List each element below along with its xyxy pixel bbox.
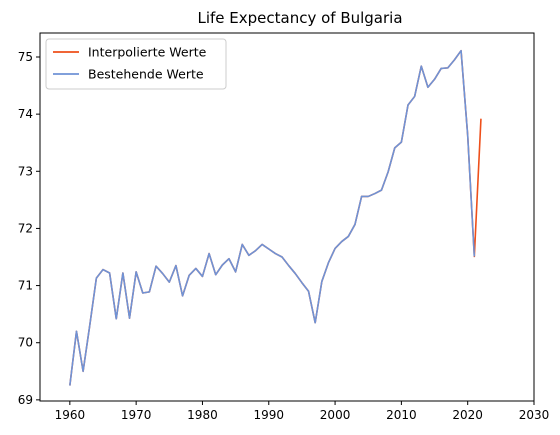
legend-label-1: Interpolierte Werte xyxy=(88,45,207,60)
x-tick-label: 1990 xyxy=(253,408,284,422)
y-tick-label: 74 xyxy=(18,107,33,121)
y-tick-label: 70 xyxy=(18,336,33,350)
x-tick-label: 1980 xyxy=(187,408,218,422)
x-tick-label: 2010 xyxy=(386,408,417,422)
series-line-2 xyxy=(69,49,476,386)
x-tick-label: 2030 xyxy=(519,408,550,422)
x-tick-label: 1960 xyxy=(55,408,86,422)
y-tick-label: 73 xyxy=(18,164,33,178)
series-line-1 xyxy=(69,49,482,386)
y-tick-label: 72 xyxy=(18,221,33,235)
axes-frame xyxy=(39,32,535,402)
chart-title: Life Expectancy of Bulgaria xyxy=(197,9,402,27)
y-tick-label: 69 xyxy=(18,393,33,407)
legend: Interpolierte Werte Bestehende Werte xyxy=(45,38,227,90)
plot-area xyxy=(69,49,482,386)
x-tick-label: 1970 xyxy=(121,408,152,422)
axis-ticks: 1960 1970 1980 1990 2000 2010 2020 2030 69 70 71 72… xyxy=(18,50,550,422)
y-tick-label: 75 xyxy=(18,50,33,64)
x-tick-label: 2000 xyxy=(320,408,351,422)
legend-box xyxy=(45,38,227,90)
y-tick-label: 71 xyxy=(18,279,33,293)
legend-label-2: Bestehende Werte xyxy=(88,67,204,82)
x-tick-label: 2020 xyxy=(452,408,483,422)
